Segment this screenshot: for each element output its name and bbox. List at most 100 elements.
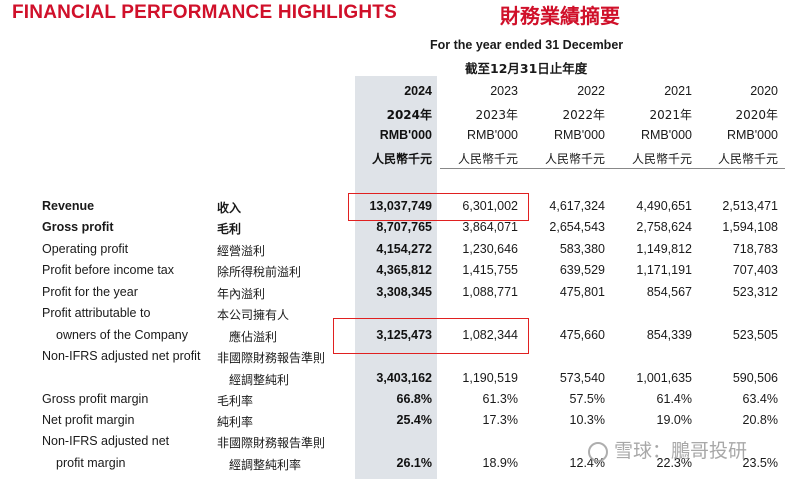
table-row-revenue: Revenue 收入 13,037,749 6,301,002 4,617,32… bbox=[0, 199, 800, 220]
cell-2020: 2,513,471 bbox=[722, 199, 778, 213]
row-label-zh: 毛利 bbox=[217, 222, 242, 236]
watermark: 雪球：鵬哥投研 bbox=[588, 436, 747, 463]
table-row-operating-profit: Operating profit 經營溢利 4,154,272 1,230,64… bbox=[0, 242, 800, 263]
row-label-en: Non-IFRS adjusted net profit bbox=[42, 349, 201, 363]
row-label-zh: 非國際財務報告準則 bbox=[217, 351, 326, 365]
unit-zh-2023: 人民幣千元 bbox=[457, 152, 518, 166]
cell-2021: 4,490,651 bbox=[636, 199, 692, 213]
cell-2023: 3,864,071 bbox=[462, 220, 518, 234]
cell-2022: 2,654,543 bbox=[549, 220, 605, 234]
row-label-en: Profit before income tax bbox=[42, 263, 175, 277]
cell-2022: 4,617,324 bbox=[549, 199, 605, 213]
table-row-net-profit-margin: Net profit margin 純利率 25.4% 17.3% 10.3% … bbox=[0, 413, 800, 434]
row-label-en: Profit attributable to bbox=[42, 306, 151, 320]
year-zh-2023: 2023年 bbox=[475, 108, 518, 122]
unit-2024: RMB'000 bbox=[379, 128, 432, 142]
cell-2023: 1,415,755 bbox=[462, 263, 518, 277]
cell-2024: 26.1% bbox=[396, 456, 432, 470]
cell-2020: 523,505 bbox=[732, 328, 778, 342]
cell-2024: 66.8% bbox=[396, 392, 432, 406]
cell-2021: 61.4% bbox=[656, 392, 692, 406]
row-label-en: Operating profit bbox=[42, 242, 129, 256]
unit-2022: RMB'000 bbox=[553, 128, 605, 142]
cell-2024: 13,037,749 bbox=[369, 199, 432, 213]
row-label-en: Profit for the year bbox=[42, 285, 138, 299]
table-row-profit-for-year: Profit for the year 年內溢利 3,308,345 1,088… bbox=[0, 285, 800, 306]
snowball-logo-icon bbox=[588, 441, 608, 462]
title-en: FINANCIAL PERFORMANCE HIGHLIGHTS bbox=[12, 2, 397, 23]
cell-2022: 583,380 bbox=[559, 242, 605, 256]
highlight-column-2024 bbox=[355, 76, 437, 479]
cell-2023: 1,088,771 bbox=[462, 285, 518, 299]
title-zh: 財務業績摘要 bbox=[500, 4, 620, 28]
year-zh-2021: 2021年 bbox=[649, 108, 692, 122]
cell-2020: 590,506 bbox=[732, 371, 778, 385]
cell-2021: 22.3% bbox=[656, 456, 692, 470]
cell-2023: 17.3% bbox=[482, 413, 518, 427]
row-label-en: Non-IFRS adjusted net bbox=[42, 434, 170, 448]
unit-2020: RMB'000 bbox=[726, 128, 778, 142]
row-label-zh: 本公司擁有人 bbox=[217, 308, 290, 322]
cell-2020: 23.5% bbox=[742, 456, 778, 470]
year-zh-2024: 2024年 bbox=[386, 108, 432, 122]
cell-2022: 475,801 bbox=[559, 285, 605, 299]
row-label-en: Net profit margin bbox=[42, 413, 135, 427]
cell-2022: 475,660 bbox=[559, 328, 605, 342]
row-label-zh: 經調整純利 bbox=[229, 373, 290, 387]
cell-2023: 6,301,002 bbox=[462, 199, 518, 213]
cell-2023: 18.9% bbox=[482, 456, 518, 470]
year-zh-2020: 2020年 bbox=[735, 108, 778, 122]
table-row-non-ifrs-net-line2: 經調整純利 3,403,162 1,190,519 573,540 1,001,… bbox=[0, 371, 800, 392]
row-label-zh: 年內溢利 bbox=[217, 287, 266, 301]
table-row-gross-profit: Gross profit 毛利 8,707,765 3,864,071 2,65… bbox=[0, 220, 800, 241]
cell-2024: 3,125,473 bbox=[376, 328, 432, 342]
annotation-box-revenue bbox=[348, 193, 529, 221]
cell-2024: 3,403,162 bbox=[376, 371, 432, 385]
row-label-zh: 經營溢利 bbox=[217, 244, 266, 258]
cell-2021: 1,001,635 bbox=[636, 371, 692, 385]
year-2024: 2024 bbox=[404, 84, 432, 98]
row-label-zh: 除所得稅前溢利 bbox=[217, 265, 302, 279]
row-label-zh: 非國際財務報告準則 bbox=[217, 436, 326, 450]
table-row-profit-attributable-line2: owners of the Company 應佔溢利 3,125,473 1,0… bbox=[0, 328, 800, 349]
period-en: For the year ended 31 December bbox=[430, 38, 624, 52]
year-zh-2022: 2022年 bbox=[562, 108, 605, 122]
cell-2022: 57.5% bbox=[569, 392, 605, 406]
unit-zh-2020: 人民幣千元 bbox=[717, 152, 778, 166]
table-row-non-ifrs-margin-line1: Non-IFRS adjusted net 非國際財務報告準則 bbox=[0, 434, 800, 455]
row-label-zh: 收入 bbox=[217, 201, 242, 215]
row-label-en: Gross profit margin bbox=[42, 392, 149, 406]
cell-2024: 3,308,345 bbox=[376, 285, 432, 299]
cell-2021: 19.0% bbox=[656, 413, 692, 427]
cell-2024: 8,707,765 bbox=[376, 220, 432, 234]
table-row-profit-before-tax: Profit before income tax 除所得稅前溢利 4,365,8… bbox=[0, 263, 800, 284]
cell-2024: 4,154,272 bbox=[376, 242, 432, 256]
cell-2021: 854,339 bbox=[646, 328, 692, 342]
year-2023: 2023 bbox=[490, 84, 518, 98]
table-row-gross-profit-margin: Gross profit margin 毛利率 66.8% 61.3% 57.5… bbox=[0, 392, 800, 413]
cell-2020: 63.4% bbox=[742, 392, 778, 406]
cell-2024: 4,365,812 bbox=[376, 263, 432, 277]
cell-2021: 1,149,812 bbox=[636, 242, 692, 256]
row-label-en: Revenue bbox=[42, 199, 95, 213]
row-label-en: owners of the Company bbox=[56, 328, 189, 342]
cell-2023: 1,082,344 bbox=[462, 328, 518, 342]
header-divider bbox=[440, 168, 785, 169]
row-label-zh: 純利率 bbox=[217, 415, 254, 429]
row-label-zh: 經調整純利率 bbox=[229, 458, 302, 472]
unit-zh-2024: 人民幣千元 bbox=[371, 152, 432, 166]
cell-2020: 718,783 bbox=[732, 242, 778, 256]
cell-2020: 707,403 bbox=[732, 263, 778, 277]
cell-2022: 573,540 bbox=[559, 371, 605, 385]
annotation-box-owners-profit bbox=[333, 318, 529, 354]
row-label-zh: 應佔溢利 bbox=[229, 330, 278, 344]
unit-zh-2022: 人民幣千元 bbox=[544, 152, 605, 166]
year-2021: 2021 bbox=[664, 84, 692, 98]
row-label-zh: 毛利率 bbox=[217, 394, 254, 408]
row-label-en: Gross profit bbox=[42, 220, 114, 234]
table-row-non-ifrs-net-line1: Non-IFRS adjusted net profit 非國際財務報告準則 bbox=[0, 349, 800, 370]
watermark-text: 雪球：鵬哥投研 bbox=[614, 440, 748, 462]
cell-2021: 2,758,624 bbox=[636, 220, 692, 234]
cell-2024: 25.4% bbox=[396, 413, 432, 427]
cell-2021: 1,171,191 bbox=[636, 263, 692, 277]
